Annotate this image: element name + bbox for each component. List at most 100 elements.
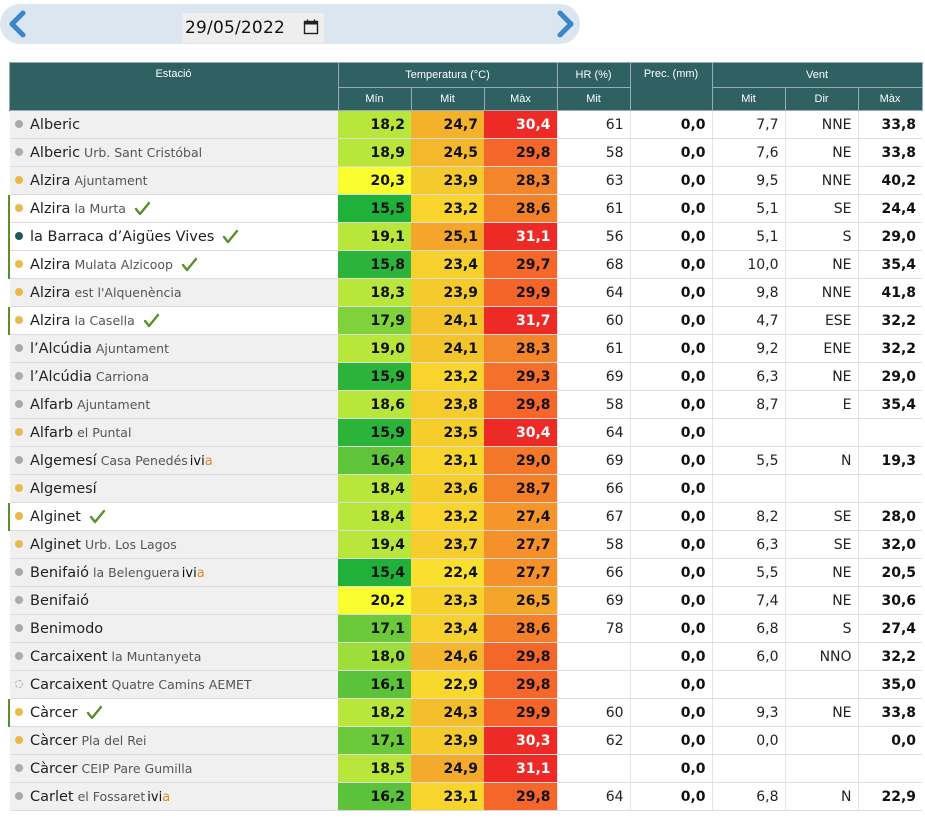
table-row[interactable]: Algemesí 18,4 23,6 28,7 66 0,0: [9, 474, 923, 503]
station-cell[interactable]: la Barraca d’Aigües Vives: [8, 222, 338, 251]
table-row[interactable]: Alberic 18,2 24,7 30,4 61 0,0 7,7 NNE 33,8: [9, 110, 923, 139]
station-cell[interactable]: Alberic: [9, 110, 338, 139]
wind-dir-cell: S: [784, 222, 859, 251]
temp-min-cell: 20,3: [338, 166, 411, 195]
calendar-icon[interactable]: [303, 19, 319, 35]
station-name[interactable]: l’Alcúdia: [30, 340, 92, 357]
table-row[interactable]: Benimodo 17,1 23,4 28,6 78 0,0 6,8 S 27,4: [9, 614, 923, 643]
table-row[interactable]: Benifaió 20,2 23,3 26,5 69 0,0 7,4 NE 30,6: [9, 586, 923, 615]
station-cell[interactable]: Alginet: [8, 502, 338, 531]
station-name[interactable]: la Barraca d’Aigües Vives: [30, 228, 215, 245]
station-name[interactable]: Alzira: [30, 200, 71, 217]
table-row[interactable]: Alzira la Murta 15,5 23,2 28,6 61 0,0 5,1 SE 24,4: [8, 194, 923, 223]
station-cell[interactable]: Carcaixent Quatre Camins AEMET: [9, 670, 338, 699]
station-cell[interactable]: Benifaió: [9, 586, 338, 615]
station-cell[interactable]: Benifaió la Belenguera ivia: [9, 558, 338, 587]
station-name[interactable]: Benifaió: [30, 592, 89, 609]
station-cell[interactable]: Alzira la Murta: [8, 194, 338, 223]
station-name[interactable]: Alfarb: [30, 396, 74, 413]
table-row[interactable]: l’Alcúdia Ajuntament 19,0 24,1 28,3 61 0,0 9,2 E…: [9, 334, 923, 363]
station-name[interactable]: Carcaixent: [30, 676, 108, 693]
station-name[interactable]: Alginet: [30, 536, 81, 553]
station-name[interactable]: Alzira: [30, 284, 71, 301]
table-row[interactable]: Alzira Mulata Alzicoop 15,8 23,4 29,7 68 0,0 10…: [8, 250, 923, 279]
table-row[interactable]: Càrcer 18,2 24,3 29,9 60 0,0 9,3 NE 33,8: [8, 698, 923, 727]
table-row[interactable]: Alzira la Casella 17,9 24,1 31,7 60 0,0 4,7 ESE 3…: [8, 306, 923, 335]
temp-min-cell: 18,5: [338, 754, 411, 783]
station-cell[interactable]: Carlet el Fossaret ivia: [9, 782, 338, 811]
table-row[interactable]: Carcaixent la Muntanyeta 18,0 24,6 29,8 0,0 6,…: [9, 642, 923, 671]
station-cell[interactable]: l’Alcúdia Ajuntament: [9, 334, 338, 363]
station-cell[interactable]: Carcaixent la Muntanyeta: [9, 642, 338, 671]
station-name[interactable]: Benimodo: [30, 620, 104, 637]
station-cell[interactable]: Alfarb Ajuntament: [9, 390, 338, 419]
station-cell[interactable]: l’Alcúdia Carriona: [9, 362, 338, 391]
table-row[interactable]: Algemesí Casa Penedés ivia 16,4 23,1 29,0 69 0,…: [9, 446, 923, 475]
station-cell[interactable]: Alberic Urb. Sant Cristóbal: [9, 138, 338, 167]
station-cell[interactable]: Càrcer CEIP Pare Gumilla: [9, 754, 338, 783]
station-cell[interactable]: Alzira Ajuntament: [9, 166, 338, 195]
temp-mit-cell: 24,5: [411, 138, 484, 167]
table-row[interactable]: Alfarb Ajuntament 18,6 23,8 29,8 58 0,0 8,7 E 35,…: [9, 390, 923, 419]
table-row[interactable]: Benifaió la Belenguera ivia 15,4 22,4 27,7 66 0…: [9, 558, 923, 587]
table-row[interactable]: Alginet Urb. Los Lagos 19,4 23,7 27,7 58 0,0 6,…: [9, 530, 923, 559]
temp-mit-cell: 23,9: [411, 726, 484, 755]
station-name[interactable]: Benifaió: [30, 564, 89, 581]
station-name[interactable]: Carcaixent: [30, 648, 108, 665]
table-row[interactable]: Alzira est l'Alquenència 18,3 23,9 29,9 64 0,0…: [9, 278, 923, 307]
humidity-cell: 67: [556, 502, 631, 531]
wind-mit-cell: 8,2: [711, 502, 786, 531]
station-cell[interactable]: Alzira Mulata Alzicoop: [8, 250, 338, 279]
station-name[interactable]: Carlet: [30, 788, 74, 805]
station-cell[interactable]: Benimodo: [9, 614, 338, 643]
station-cell[interactable]: Alzira la Casella: [8, 306, 338, 335]
station-name[interactable]: Alberic: [30, 144, 81, 161]
next-day-button[interactable]: [553, 10, 577, 38]
station-subname: el Puntal: [77, 424, 132, 440]
wind-mit-cell: 7,6: [711, 138, 786, 167]
station-name[interactable]: Alzira: [30, 256, 71, 273]
table-row[interactable]: Càrcer Pla del Rei 17,1 23,9 30,3 62 0,0 0,0 0,0: [9, 726, 923, 755]
temp-max-cell: 29,8: [484, 782, 558, 811]
station-name[interactable]: Càrcer: [30, 760, 78, 777]
station-name[interactable]: Alfarb: [30, 424, 74, 441]
temp-max-cell: 30,3: [484, 726, 558, 755]
table-row[interactable]: Alberic Urb. Sant Cristóbal 18,9 24,5 29,8 58…: [9, 138, 923, 167]
table-row[interactable]: Carcaixent Quatre Camins AEMET 16,1 22,9 29,…: [9, 670, 923, 699]
table-row[interactable]: Carlet el Fossaret ivia 16,2 23,1 29,8 64 0,0 6,…: [9, 782, 923, 811]
station-name[interactable]: Alginet: [30, 508, 81, 525]
station-cell[interactable]: Alzira est l'Alquenència: [9, 278, 338, 307]
prev-day-button[interactable]: [6, 10, 30, 38]
station-cell[interactable]: Alginet Urb. Los Lagos: [9, 530, 338, 559]
station-name[interactable]: Algemesí: [30, 480, 97, 497]
date-input[interactable]: 29/05/2022: [182, 13, 324, 43]
table-row[interactable]: Càrcer CEIP Pare Gumilla 18,5 24,9 31,1 0,0: [9, 754, 923, 783]
temp-mit-cell: 22,9: [411, 670, 484, 699]
table-row[interactable]: Alzira Ajuntament 20,3 23,9 28,3 63 0,0 9,5 NNE 4…: [9, 166, 923, 195]
station-cell[interactable]: Algemesí: [9, 474, 338, 503]
table-row[interactable]: la Barraca d’Aigües Vives 19,1 25,1 31,1 56 0…: [8, 222, 923, 251]
temp-min-cell: 19,1: [338, 222, 411, 251]
table-row[interactable]: l’Alcúdia Carriona 15,9 23,2 29,3 69 0,0 6,3 NE 2…: [9, 362, 923, 391]
precip-cell: 0,0: [629, 446, 713, 475]
header-t-min: Mín: [337, 87, 412, 111]
station-name[interactable]: Alzira: [30, 172, 71, 189]
precip-cell: 0,0: [629, 530, 713, 559]
station-cell[interactable]: Alfarb el Puntal: [9, 418, 338, 447]
wind-dir-cell: S: [784, 614, 859, 643]
humidity-cell: 66: [556, 558, 631, 587]
station-name[interactable]: Càrcer: [30, 704, 78, 721]
station-cell[interactable]: Algemesí Casa Penedés ivia: [9, 446, 338, 475]
station-name[interactable]: l’Alcúdia: [30, 368, 92, 385]
temp-max-cell: 27,4: [484, 502, 558, 531]
table-row[interactable]: Alginet 18,4 23,2 27,4 67 0,0 8,2 SE 28,0: [8, 502, 923, 531]
station-cell[interactable]: Càrcer Pla del Rei: [9, 726, 338, 755]
station-name[interactable]: Alberic: [30, 116, 81, 133]
station-subname: Mulata Alzicoop: [74, 256, 173, 272]
table-row[interactable]: Alfarb el Puntal 15,9 23,5 30,4 64 0,0: [9, 418, 923, 447]
station-name[interactable]: Càrcer: [30, 732, 78, 749]
temp-mit-cell: 23,7: [411, 530, 484, 559]
station-cell[interactable]: Càrcer: [8, 698, 338, 727]
station-name[interactable]: Alzira: [30, 312, 71, 329]
station-name[interactable]: Algemesí: [30, 452, 97, 469]
